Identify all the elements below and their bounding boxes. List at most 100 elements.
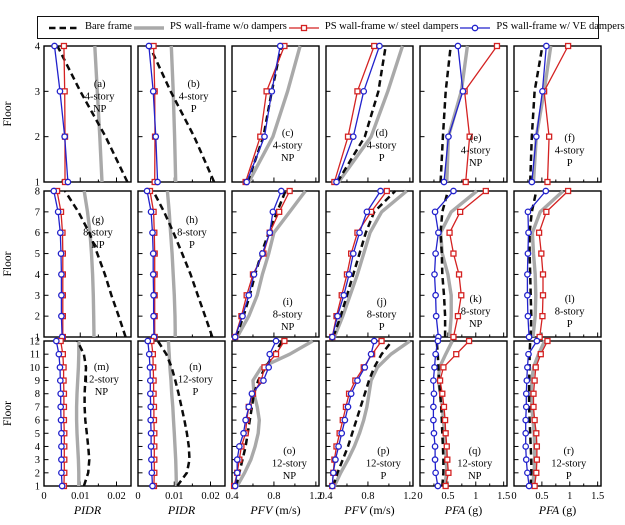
p-markers-ve bbox=[328, 337, 378, 490]
panel-label-q: (q) 12-story NP bbox=[457, 446, 493, 482]
g-series-bare bbox=[63, 190, 127, 338]
j-series-ve bbox=[331, 190, 382, 338]
x-tick-label: 0.5 bbox=[535, 491, 548, 502]
x-tick-label: 0.4 bbox=[319, 491, 333, 502]
x-axis-title-col4: PFV (m/s) bbox=[343, 503, 394, 517]
x-tick-label: 1 bbox=[473, 491, 478, 502]
dashed-line-icon bbox=[49, 26, 79, 29]
n-markers-ve bbox=[144, 337, 156, 490]
floor-tick-label: 6 bbox=[35, 416, 40, 427]
x-tick-label: 0.02 bbox=[107, 491, 125, 502]
legend: Bare frame PS wall-frame w/o dampers PS … bbox=[37, 16, 625, 39]
q-markers-ve bbox=[430, 337, 442, 490]
x-tick-label: 1.5 bbox=[591, 491, 604, 502]
legend-label: PS wall-frame w/o dampers bbox=[169, 21, 287, 33]
k-series-bare bbox=[439, 190, 450, 337]
legend-item-steel-dampers: PS wall-frame w/ steel dampers bbox=[287, 22, 458, 34]
thick-gray-line-icon bbox=[133, 25, 164, 30]
k-markers-steel bbox=[446, 187, 489, 341]
b-series-ve bbox=[148, 45, 159, 183]
floor-tick-label: 3 bbox=[35, 455, 40, 466]
h-series-bare bbox=[152, 190, 214, 338]
red-square-marker-line-icon bbox=[288, 24, 319, 31]
panel-g: 1 2 3 4 5 6 7 8 (g) 8-story NP bbox=[35, 187, 132, 344]
panel-q: 0 0.5 1 1.5 (q) 12-story NP bbox=[417, 337, 510, 502]
floor-tick-label: 2 bbox=[35, 132, 40, 143]
d-series-steel bbox=[333, 45, 375, 183]
panel-o: 0.4 0.8 1.2(o) 12-story NP bbox=[225, 337, 322, 502]
floor-tick-label: 8 bbox=[35, 187, 40, 198]
l-series-bare bbox=[528, 190, 538, 338]
legend-label: Bare frame bbox=[85, 21, 132, 33]
legend-item-bare-frame: Bare frame bbox=[47, 22, 132, 34]
y-axis-title-row2: Floor bbox=[2, 251, 14, 276]
x-tick-label: 0.8 bbox=[267, 491, 280, 502]
g-series-ve bbox=[53, 190, 63, 338]
j-series-wall bbox=[332, 189, 408, 338]
panel-n: 0 0.01 0.02 (n) 12-story P bbox=[135, 337, 226, 502]
floor-tick-label: 10 bbox=[30, 363, 41, 374]
i-series-wall bbox=[235, 189, 307, 338]
l-markers-steel bbox=[535, 187, 572, 341]
f-series-ve bbox=[531, 45, 547, 183]
b-series-wall bbox=[169, 45, 178, 183]
floor-tick-label: 12 bbox=[30, 337, 41, 348]
e-markers-ve bbox=[440, 42, 467, 186]
panel-a: 1 2 3 4 (a) 4-story NP bbox=[35, 42, 132, 189]
panel-h: (h) 8-story P bbox=[137, 187, 226, 341]
y-axis-title-row1: Floor bbox=[2, 101, 14, 126]
f-series-bare bbox=[528, 45, 544, 183]
k-series-steel bbox=[448, 190, 487, 338]
m-markers-ve bbox=[52, 337, 66, 490]
x-tick-label: 0 bbox=[511, 491, 516, 502]
m-series-wall bbox=[74, 341, 81, 486]
x-tick-label: 1 bbox=[567, 491, 572, 502]
a-series-bare bbox=[56, 45, 129, 183]
b-series-bare bbox=[148, 45, 216, 183]
x-tick-label: 1.5 bbox=[497, 491, 510, 502]
panel-label-m: (m) 12-story NP bbox=[84, 362, 120, 398]
panel-l: (l) 8-story P bbox=[513, 187, 602, 341]
d-series-bare bbox=[336, 45, 387, 183]
m-series-bare bbox=[76, 340, 91, 487]
l-series-ve bbox=[526, 190, 547, 338]
a-series-wall bbox=[93, 45, 104, 183]
j-markers-ve bbox=[328, 187, 384, 341]
e-series-wall bbox=[445, 45, 470, 183]
g-series-steel bbox=[56, 190, 64, 337]
r-markers-steel bbox=[530, 337, 551, 490]
blue-circle-marker-line-icon bbox=[460, 24, 491, 31]
x-tick-label: 0 bbox=[41, 491, 46, 502]
l-series-wall bbox=[530, 189, 565, 338]
g-series-wall bbox=[82, 190, 96, 338]
p-series-wall bbox=[332, 339, 411, 487]
d-series-ve bbox=[335, 45, 381, 183]
q-series-bare bbox=[435, 340, 445, 487]
panel-label-j: (j) 8-story P bbox=[367, 297, 397, 333]
x-axis-title-col3: PFV (m/s) bbox=[249, 503, 300, 517]
panel-i: (i) 8-story NP bbox=[231, 187, 320, 341]
x-axis-title-col2: PIDR bbox=[167, 503, 196, 517]
h-markers-ve bbox=[143, 187, 158, 341]
y-axis-title-row3: Floor bbox=[2, 401, 14, 426]
x-axis-title-col6: PFA (g) bbox=[538, 503, 576, 517]
floor-tick-label: 2 bbox=[35, 312, 40, 323]
floor-tick-label: 2 bbox=[35, 468, 40, 479]
x-axis-title-col5: PFA (g) bbox=[444, 503, 482, 517]
q-markers-steel bbox=[436, 337, 473, 490]
panel-b: (b) 4-story P bbox=[137, 42, 226, 186]
a-markers-ve bbox=[51, 42, 72, 186]
floor-tick-label: 4 bbox=[35, 442, 41, 453]
p-series-bare bbox=[332, 340, 393, 487]
a-series-ve bbox=[53, 45, 69, 183]
e-series-ve bbox=[443, 45, 464, 183]
panel-label-k: (k) 8-story NP bbox=[461, 294, 491, 330]
b-markers-ve bbox=[145, 42, 161, 186]
c-series-ve bbox=[246, 45, 281, 183]
floor-tick-label: 6 bbox=[35, 228, 40, 239]
f-series-steel bbox=[543, 45, 569, 183]
floor-tick-label: 4 bbox=[35, 42, 41, 53]
panel-p: 0.4 0.8 1.2(p) 12-story P bbox=[319, 337, 416, 502]
panel-label-o: (o) 12-story NP bbox=[272, 446, 308, 482]
